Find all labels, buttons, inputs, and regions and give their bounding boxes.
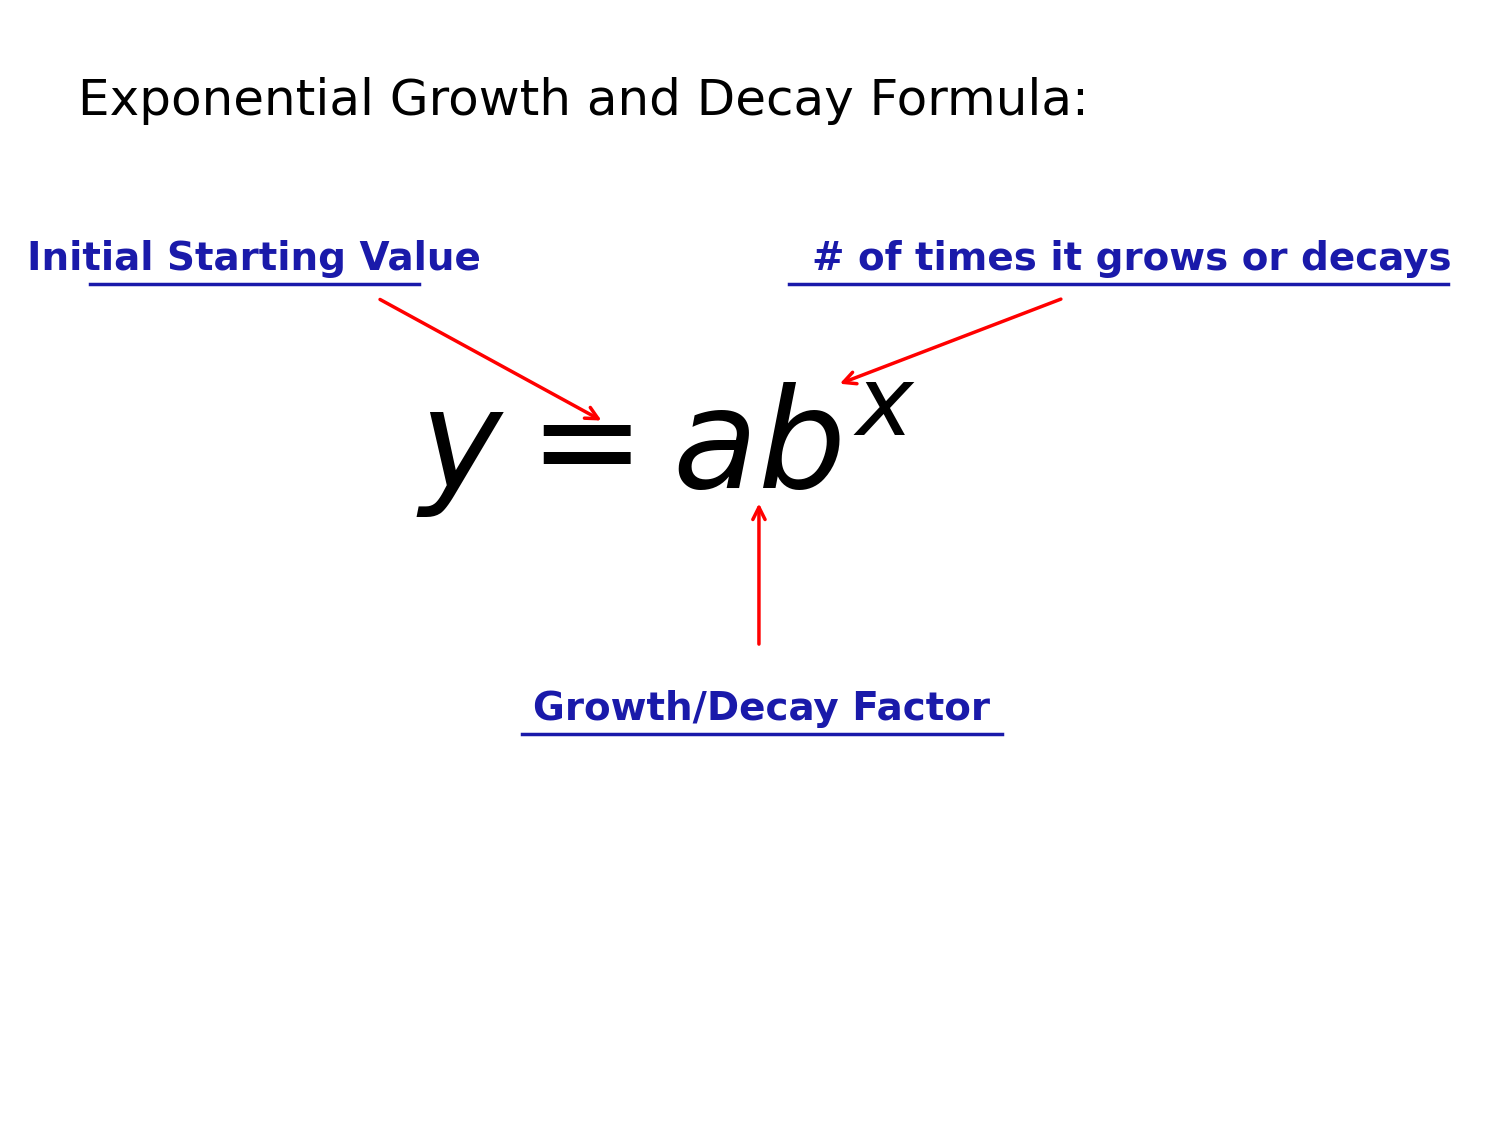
Text: $y = ab^x$: $y = ab^x$ bbox=[416, 380, 915, 520]
Text: Initial Starting Value: Initial Starting Value bbox=[27, 240, 482, 278]
Text: Exponential Growth and Decay Formula:: Exponential Growth and Decay Formula: bbox=[78, 78, 1089, 125]
Text: # of times it grows or decays: # of times it grows or decays bbox=[812, 240, 1452, 278]
Text: Growth/Decay Factor: Growth/Decay Factor bbox=[532, 690, 990, 728]
